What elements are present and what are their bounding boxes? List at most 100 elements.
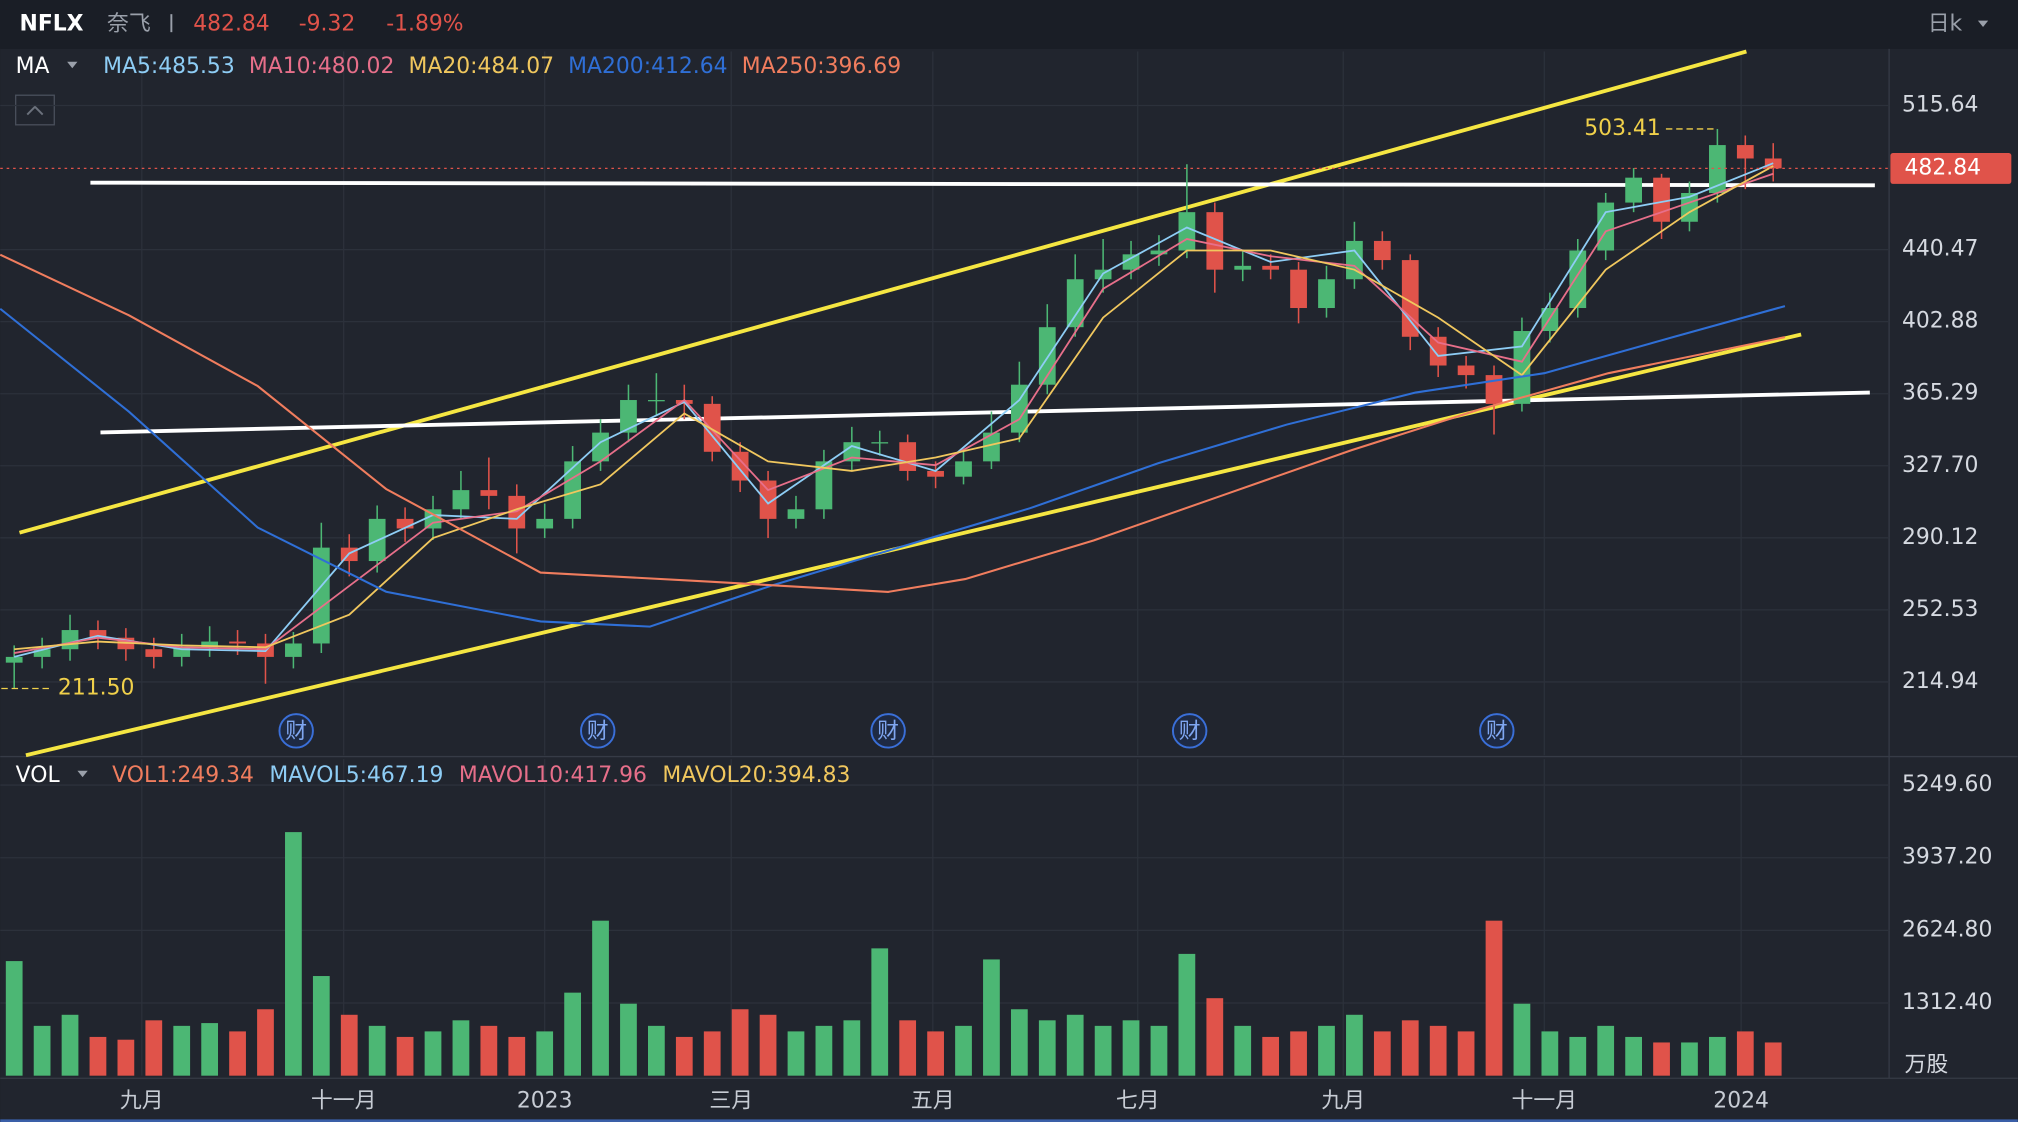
candle-body bbox=[536, 518, 554, 529]
volume-bar bbox=[229, 1031, 246, 1076]
volume-bar bbox=[1513, 1003, 1531, 1076]
volume-bar bbox=[508, 1036, 526, 1076]
lines-layer bbox=[0, 162, 1890, 658]
volume-bar bbox=[1764, 1042, 1782, 1076]
change: -9.32 bbox=[299, 11, 356, 36]
moving-average-line bbox=[13, 162, 1774, 658]
y-tick-label: 2624.80 bbox=[1902, 917, 1992, 942]
labels-layer: 九月 十一月 2023 三月 五月 七月 九月 十一月 2024 515.64 440.47 402.… bbox=[1, 54, 2012, 1113]
x-tick-label: 五月 bbox=[911, 1088, 955, 1113]
volume-indicator-label[interactable]: VOL bbox=[16, 763, 61, 788]
volume-bar bbox=[1457, 1031, 1475, 1076]
legend-entry: MA250:396.69 bbox=[742, 54, 901, 79]
earnings-marker bbox=[580, 713, 616, 749]
candle-body bbox=[396, 518, 414, 529]
candle-body bbox=[312, 547, 330, 644]
volume-bar bbox=[1485, 920, 1503, 1076]
volume-bar bbox=[564, 992, 581, 1076]
candle-body bbox=[955, 461, 972, 477]
candle-body bbox=[1457, 365, 1475, 376]
volume-bar bbox=[675, 1036, 693, 1076]
y-tick-label: 5249.60 bbox=[1902, 772, 1992, 797]
current-price-label: 482.84 bbox=[1905, 155, 1982, 180]
trend-line bbox=[90, 180, 1875, 188]
volume-bar bbox=[871, 948, 889, 1076]
current-price-tag bbox=[1890, 152, 2012, 184]
volume-bar bbox=[340, 1014, 358, 1076]
volume-bar bbox=[983, 959, 1000, 1076]
indicator-label[interactable]: MA bbox=[16, 54, 50, 79]
candle-body bbox=[1122, 254, 1140, 270]
candle-body bbox=[173, 647, 191, 657]
candle-body bbox=[983, 432, 1000, 462]
volume-caret[interactable] bbox=[77, 770, 88, 778]
high-label: 503.41 bbox=[1584, 116, 1661, 141]
candle-body bbox=[508, 495, 526, 529]
trend-line bbox=[18, 49, 1747, 535]
candle-body bbox=[1262, 265, 1280, 270]
candle-body bbox=[424, 509, 442, 529]
candle-body bbox=[620, 400, 637, 433]
legend-entry: VOL1:249.34 bbox=[112, 763, 254, 788]
candle-body bbox=[1736, 145, 1754, 159]
indicator-caret[interactable] bbox=[67, 61, 78, 69]
symbol: NFLX bbox=[20, 11, 84, 36]
volume-bar bbox=[536, 1031, 554, 1076]
volume-bar bbox=[1653, 1042, 1670, 1076]
low-label: 211.50 bbox=[58, 676, 135, 701]
volume-bar bbox=[285, 832, 302, 1076]
volume-bar bbox=[1346, 1014, 1363, 1076]
volume-bar bbox=[452, 1020, 470, 1076]
candle-body bbox=[1318, 279, 1335, 309]
period-caret[interactable] bbox=[1977, 20, 1989, 28]
y-tick-label: 515.64 bbox=[1902, 93, 1979, 118]
volume-bar bbox=[1401, 1020, 1419, 1076]
top-bar bbox=[0, 0, 2018, 49]
moving-average-line bbox=[0, 253, 1786, 593]
volume-bar bbox=[1736, 1031, 1754, 1076]
earnings-marker bbox=[870, 713, 906, 749]
earnings-label: 财 bbox=[1486, 719, 1508, 744]
earnings-marker bbox=[1171, 713, 1208, 749]
y-tick-label: 440.47 bbox=[1902, 237, 1979, 262]
y-tick-label: 402.88 bbox=[1902, 309, 1979, 334]
volume-bar bbox=[1597, 1025, 1615, 1076]
volume-bar bbox=[61, 1014, 79, 1076]
volume-bar bbox=[620, 1003, 637, 1076]
volume-bar bbox=[1569, 1036, 1587, 1076]
collapse-icon[interactable] bbox=[26, 105, 44, 116]
volume-bar bbox=[424, 1031, 442, 1076]
volume-bar bbox=[312, 976, 330, 1076]
y-tick-label: 3937.20 bbox=[1902, 845, 1992, 870]
earnings-marker bbox=[1479, 713, 1515, 749]
volume-unit: 万股 bbox=[1905, 1052, 1949, 1077]
candle-body bbox=[871, 442, 889, 444]
moving-average-line bbox=[0, 305, 1786, 628]
volume-bar bbox=[843, 1020, 861, 1076]
volume-bar bbox=[899, 1020, 917, 1076]
volume-bar bbox=[731, 1009, 749, 1076]
volume-bar bbox=[1625, 1036, 1642, 1076]
volume-bar bbox=[1709, 1036, 1726, 1076]
stock-name: 奈飞 bbox=[107, 11, 151, 36]
period-selector[interactable]: 日k bbox=[1928, 11, 1963, 36]
volume-bar bbox=[33, 1025, 51, 1076]
candle-body bbox=[33, 649, 51, 657]
volume-bar bbox=[145, 1020, 163, 1076]
legend-entry: MA20:484.07 bbox=[409, 54, 554, 79]
volume-bar bbox=[1094, 1025, 1112, 1076]
x-tick-label: 九月 bbox=[1321, 1088, 1365, 1113]
marks-layer bbox=[5, 128, 1782, 1076]
x-tick-label: 三月 bbox=[709, 1088, 753, 1113]
candle-body bbox=[229, 641, 246, 644]
legend-entry: MAVOL10:417.96 bbox=[459, 763, 647, 788]
volume-bar bbox=[201, 1023, 219, 1076]
x-tick-label: 十一月 bbox=[1511, 1088, 1577, 1113]
volume-bar bbox=[1038, 1020, 1056, 1076]
earnings-label: 财 bbox=[285, 719, 307, 744]
collapse-button[interactable] bbox=[15, 94, 55, 126]
volume-bar bbox=[592, 920, 609, 1076]
volume-bar bbox=[1429, 1025, 1447, 1076]
